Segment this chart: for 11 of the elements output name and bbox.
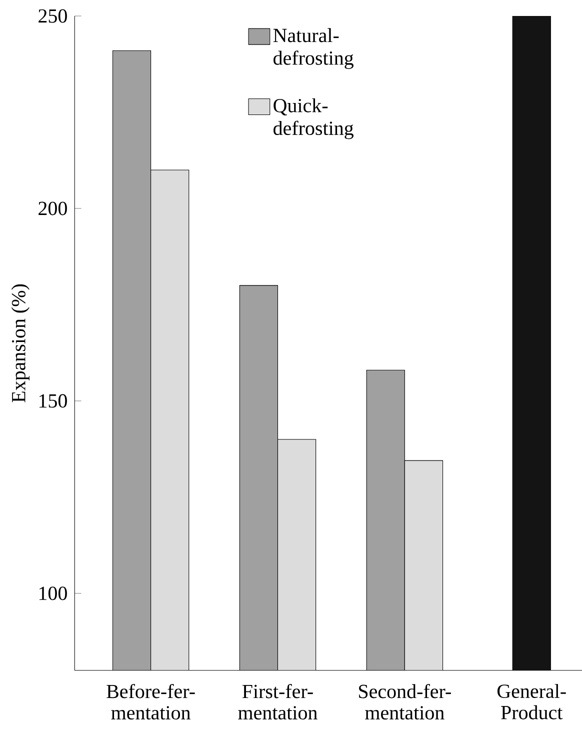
legend-label: Natural-defrosting [273, 28, 354, 69]
x-tick-label: Second-fer-mentation [358, 684, 451, 720]
y-axis-title: Expansion (%) [11, 284, 30, 402]
x-tick-label: Before-fer-mentation [106, 684, 195, 720]
legend-label: Quick-defrosting [273, 98, 354, 140]
y-tick-label: 100 [39, 586, 67, 600]
y-tick-label: 200 [38, 202, 67, 216]
x-tick-label: First-fer-mentation [238, 684, 318, 720]
y-tick-label: 250 [38, 9, 67, 23]
x-tick-label: General-Product [497, 684, 566, 720]
y-tick-label: 150 [39, 394, 67, 408]
